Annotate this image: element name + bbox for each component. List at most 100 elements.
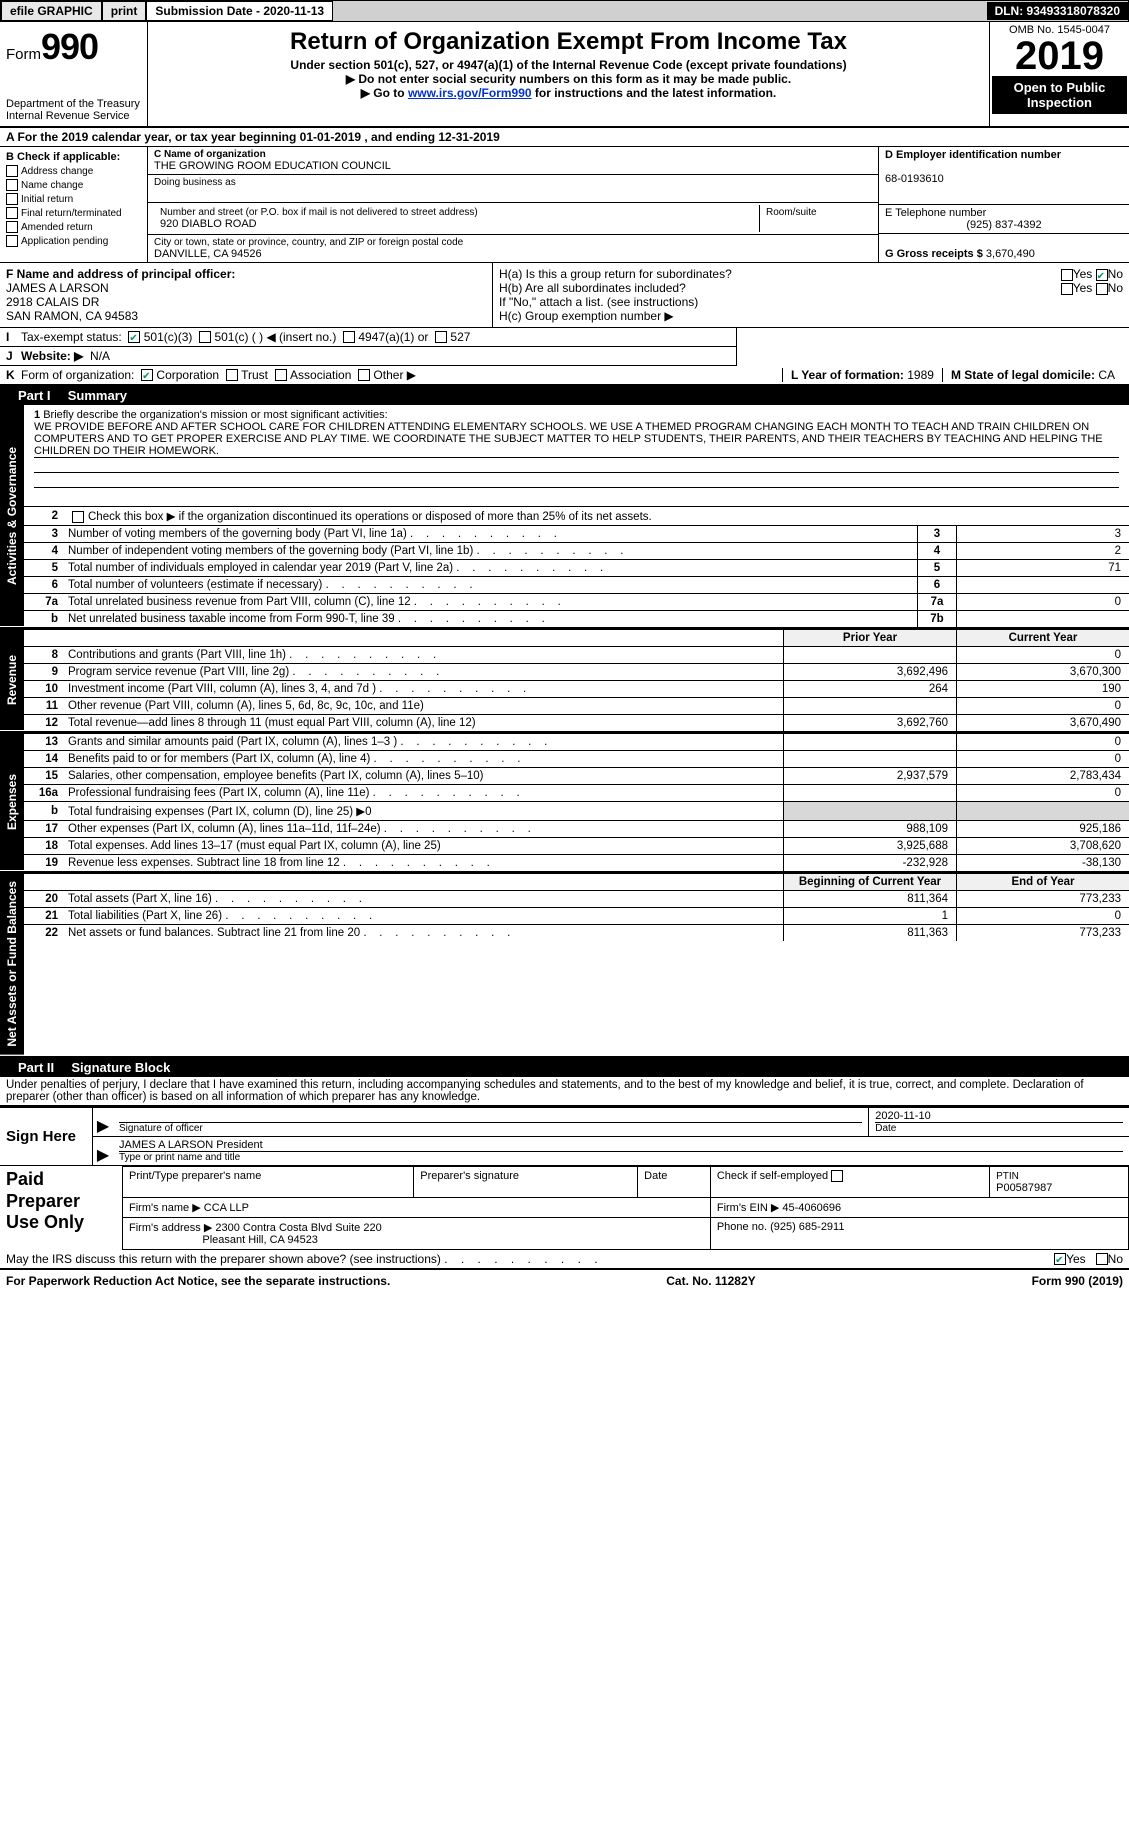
phone-label: E Telephone number <box>885 207 986 219</box>
entity-info-grid: B Check if applicable: Address change Na… <box>0 147 1129 263</box>
discuss-yes-checkbox[interactable] <box>1054 1253 1066 1265</box>
firm-addr-label: Firm's address ▶ <box>129 1222 212 1234</box>
check-amended-return[interactable]: Amended return <box>6 221 141 233</box>
website-value: N/A <box>90 349 110 363</box>
revenue-section: Revenue Prior YearCurrent Year 8Contribu… <box>0 629 1129 733</box>
check-application-pending[interactable]: Application pending <box>6 235 141 247</box>
ein-value: 68-0193610 <box>885 173 944 185</box>
gross-receipts-label: G Gross receipts $ <box>885 248 983 260</box>
501c-checkbox[interactable] <box>199 331 211 343</box>
instructions-link[interactable]: www.irs.gov/Form990 <box>408 86 532 100</box>
check-final-return[interactable]: Final return/terminated <box>6 207 141 219</box>
527-checkbox[interactable] <box>435 331 447 343</box>
phone-value: (925) 837-4392 <box>885 219 1123 231</box>
tax-year-period: A For the 2019 calendar year, or tax yea… <box>0 128 1129 147</box>
penalty-statement: Under penalties of perjury, I declare th… <box>0 1077 1129 1106</box>
firm-phone-label: Phone no. <box>717 1221 767 1233</box>
net-assets-section: Net Assets or Fund Balances Beginning of… <box>0 873 1129 1058</box>
ptin-value: P00587987 <box>996 1182 1052 1194</box>
firm-addr2: Pleasant Hill, CA 94523 <box>202 1234 318 1246</box>
website-row: J Website: ▶ N/A <box>0 347 736 366</box>
ptin-label: PTIN <box>996 1171 1019 1182</box>
officer-addr2: SAN RAMON, CA 94583 <box>6 309 138 323</box>
ha-yes-checkbox[interactable] <box>1061 269 1073 281</box>
signature-line-label: Signature of officer <box>119 1122 862 1134</box>
net-assets-table: Beginning of Current YearEnd of Year 20T… <box>24 873 1129 941</box>
officer-name: JAMES A LARSON <box>6 281 109 295</box>
box-b-title: B Check if applicable: <box>6 151 141 163</box>
city-value: DANVILLE, CA 94526 <box>154 248 872 260</box>
paid-preparer-label: Paid Preparer Use Only <box>0 1166 123 1249</box>
efile-badge: efile GRAPHIC <box>1 1 102 21</box>
discontinued-checkbox[interactable] <box>72 511 84 523</box>
part1-header: Part I Summary <box>0 386 1129 405</box>
print-button[interactable]: print <box>102 1 147 21</box>
ein-label: D Employer identification number <box>885 149 1061 161</box>
check-address-change[interactable]: Address change <box>6 165 141 177</box>
4947-checkbox[interactable] <box>343 331 355 343</box>
discuss-row: May the IRS discuss this return with the… <box>0 1250 1129 1269</box>
sign-here-section: Sign Here ▶ Signature of officer 2020-11… <box>0 1106 1129 1166</box>
paid-preparer-table: Paid Preparer Use Only Print/Type prepar… <box>0 1166 1129 1250</box>
submission-date: Submission Date - 2020-11-13 <box>146 1 333 21</box>
check-name-change[interactable]: Name change <box>6 179 141 191</box>
hb-yes-checkbox[interactable] <box>1061 283 1073 295</box>
ssn-warning: Do not enter social security numbers on … <box>154 72 983 86</box>
state-domicile-value: CA <box>1098 368 1115 382</box>
form-of-org-row: K Form of organization: Corporation Trus… <box>0 366 1129 386</box>
firm-phone: (925) 685-2911 <box>770 1221 844 1233</box>
trust-checkbox[interactable] <box>226 369 238 381</box>
501c3-checkbox[interactable] <box>128 331 140 343</box>
tax-year: 2019 <box>992 36 1127 76</box>
page-footer: For Paperwork Reduction Act Notice, see … <box>0 1269 1129 1292</box>
form-header: Form990 Department of the Treasury Inter… <box>0 22 1129 128</box>
sign-date: 2020-11-10 <box>875 1110 1123 1122</box>
officer-group-row: F Name and address of principal officer:… <box>0 263 1129 328</box>
group-exemption-label: H(c) Group exemption number ▶ <box>499 309 1123 323</box>
firm-name: CCA LLP <box>204 1202 249 1214</box>
tax-exempt-status-row: I Tax-exempt status: 501(c)(3) 501(c) ( … <box>0 328 736 347</box>
corp-checkbox[interactable] <box>141 369 153 381</box>
officer-name-label: Type or print name and title <box>119 1151 1123 1163</box>
city-label: City or town, state or province, country… <box>154 237 872 248</box>
preparer-date-header: Date <box>638 1166 711 1197</box>
part2-header: Part II Signature Block <box>0 1058 1129 1077</box>
firm-ein: 45-4060696 <box>782 1202 841 1214</box>
org-name-label: C Name of organization <box>154 149 266 160</box>
ha-no-checkbox[interactable] <box>1096 269 1108 281</box>
other-checkbox[interactable] <box>358 369 370 381</box>
subordinates-label: H(b) Are all subordinates included? <box>499 281 686 295</box>
revenue-tab: Revenue <box>0 629 24 731</box>
state-domicile-label: M State of legal domicile: <box>951 368 1095 382</box>
expenses-table: 13Grants and similar amounts paid (Part … <box>24 733 1129 871</box>
officer-signed-name: JAMES A LARSON President <box>119 1139 1123 1151</box>
mission-label: Briefly describe the organization's miss… <box>43 409 387 421</box>
officer-label: F Name and address of principal officer: <box>6 267 235 281</box>
governance-section: Activities & Governance 1 Briefly descri… <box>0 405 1129 629</box>
expenses-section: Expenses 13Grants and similar amounts pa… <box>0 733 1129 873</box>
preparer-selfemp-header: Check if self-employed <box>710 1166 989 1197</box>
room-label: Room/suite <box>766 207 866 218</box>
catalog-number: Cat. No. 11282Y <box>666 1274 755 1288</box>
net-assets-tab: Net Assets or Fund Balances <box>0 873 24 1056</box>
officer-addr1: 2918 CALAIS DR <box>6 295 99 309</box>
address-label: Number and street (or P.O. box if mail i… <box>160 207 753 218</box>
self-employed-checkbox[interactable] <box>831 1170 843 1182</box>
preparer-sig-header: Preparer's signature <box>414 1166 638 1197</box>
form-footer-label: Form 990 (2019) <box>1032 1274 1123 1288</box>
year-formation-value: 1989 <box>907 368 934 382</box>
hb-no-checkbox[interactable] <box>1096 283 1108 295</box>
governance-tab: Activities & Governance <box>0 405 24 627</box>
assoc-checkbox[interactable] <box>275 369 287 381</box>
form-title: Return of Organization Exempt From Incom… <box>154 28 983 56</box>
revenue-table: Prior YearCurrent Year 8Contributions an… <box>24 629 1129 731</box>
check-initial-return[interactable]: Initial return <box>6 193 141 205</box>
department-label: Department of the Treasury Internal Reve… <box>6 98 141 122</box>
form-subtitle: Under section 501(c), 527, or 4947(a)(1)… <box>154 58 983 72</box>
discuss-no-checkbox[interactable] <box>1096 1253 1108 1265</box>
preparer-name-header: Print/Type preparer's name <box>123 1166 414 1197</box>
mission-num: 1 <box>34 409 40 421</box>
year-formation-label: L Year of formation: <box>791 368 904 382</box>
expenses-tab: Expenses <box>0 733 24 871</box>
instructions-link-line: Go to www.irs.gov/Form990 for instructio… <box>154 86 983 100</box>
